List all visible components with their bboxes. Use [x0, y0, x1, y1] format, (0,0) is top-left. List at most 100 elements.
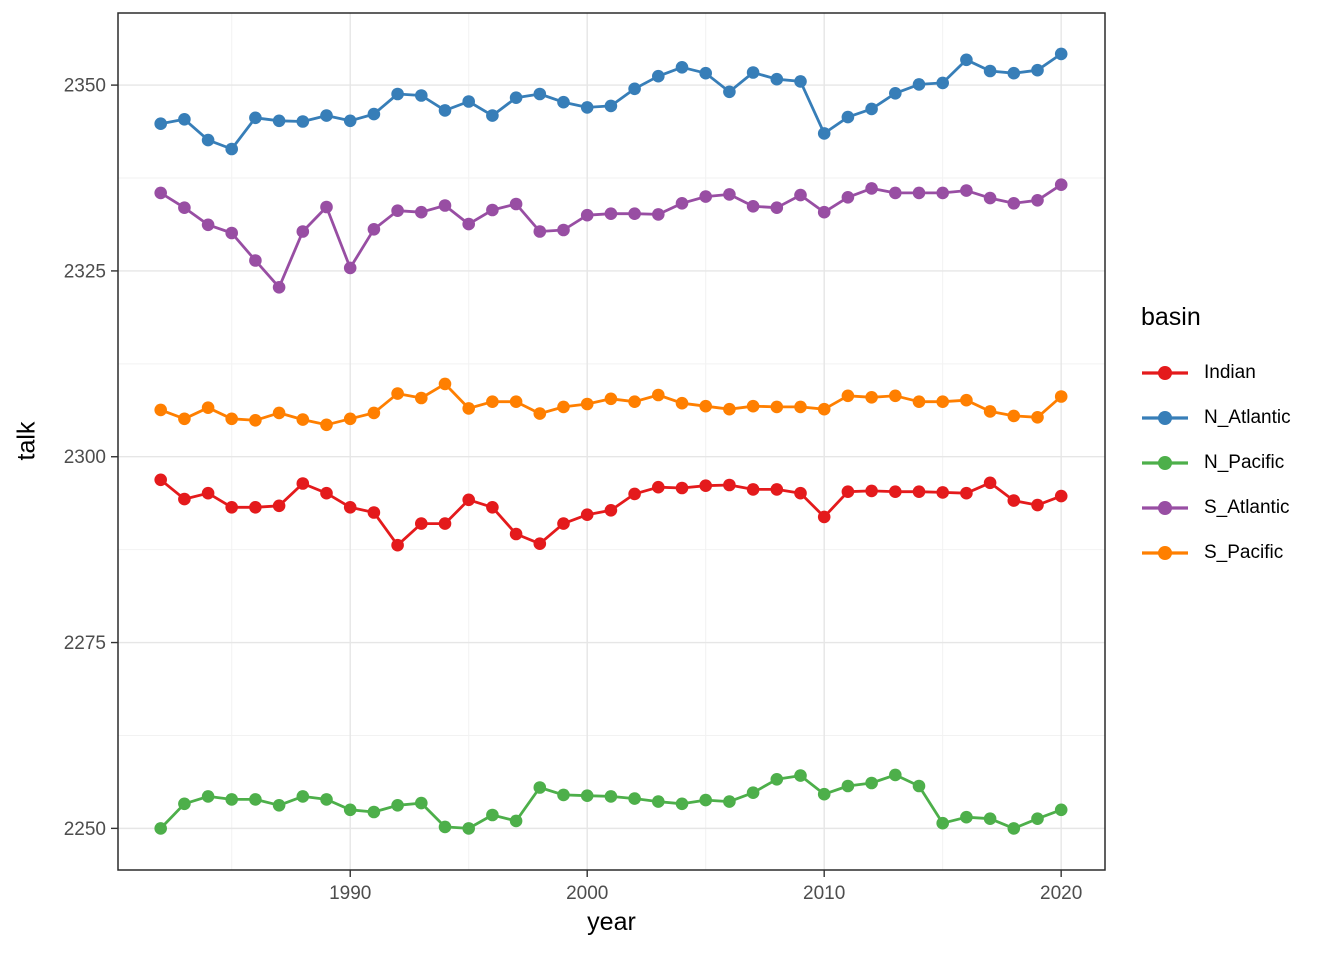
- data-point-S_Atlantic-2018: [1007, 197, 1021, 210]
- data-point-N_Pacific-2011: [841, 779, 855, 793]
- data-point-S_Atlantic-2016: [960, 184, 973, 197]
- data-point-S_Atlantic-1983: [178, 201, 191, 214]
- data-point-Indian-1982: [154, 473, 167, 487]
- data-point-Indian-1983: [178, 492, 191, 506]
- data-point-S_Atlantic-2019: [1031, 194, 1044, 207]
- data-point-S_Atlantic-2003: [652, 208, 665, 221]
- data-point-Indian-1998: [533, 537, 547, 550]
- data-point-N_Atlantic-2011: [841, 110, 855, 124]
- data-point-N_Pacific-2004: [675, 797, 689, 811]
- data-point-N_Atlantic-2005: [699, 66, 712, 80]
- data-point-S_Atlantic-1999: [557, 223, 570, 237]
- data-point-N_Pacific-2017: [983, 812, 997, 825]
- data-point-N_Atlantic-1984: [201, 133, 215, 147]
- data-point-S_Atlantic-1995: [462, 217, 476, 231]
- x-tick-label-2000: 2000: [566, 883, 608, 904]
- data-point-N_Pacific-1992: [391, 799, 404, 812]
- legend-key-icon-Indian: [1142, 365, 1188, 380]
- data-point-S_Pacific-2005: [699, 399, 712, 413]
- y-tick-label-2350: 2350: [64, 76, 106, 97]
- legend-item-S_Atlantic: S_Atlantic: [1141, 485, 1291, 530]
- data-point-N_Pacific-2013: [889, 768, 902, 782]
- legend-item-N_Atlantic: N_Atlantic: [1141, 395, 1291, 440]
- legend-item-N_Pacific: N_Pacific: [1141, 440, 1291, 485]
- data-point-S_Pacific-2014: [912, 395, 926, 409]
- data-point-S_Pacific-2000: [580, 397, 594, 411]
- data-point-N_Pacific-2002: [628, 792, 641, 805]
- legend-title: basin: [1141, 303, 1201, 331]
- data-point-S_Atlantic-1986: [249, 254, 262, 267]
- data-point-N_Atlantic-2015: [936, 76, 949, 90]
- panel-border: [117, 12, 1106, 871]
- data-point-S_Atlantic-2011: [841, 191, 855, 204]
- data-point-Indian-2015: [936, 486, 949, 499]
- data-point-Indian-1985: [225, 501, 238, 514]
- data-point-N_Pacific-1995: [462, 822, 476, 835]
- data-point-Indian-2019: [1031, 498, 1044, 512]
- data-point-N_Atlantic-1986: [249, 111, 262, 125]
- legend-item-Indian: Indian: [1141, 350, 1291, 395]
- data-point-S_Atlantic-1988: [296, 225, 310, 238]
- data-point-Indian-2002: [628, 487, 641, 501]
- data-point-N_Pacific-1994: [438, 820, 452, 834]
- data-point-S_Atlantic-1996: [486, 203, 499, 217]
- data-point-N_Atlantic-1982: [154, 117, 167, 130]
- data-point-N_Pacific-1991: [367, 805, 381, 819]
- data-point-S_Pacific-1989: [320, 418, 333, 432]
- legend-label: Indian: [1204, 361, 1256, 383]
- data-point-S_Atlantic-1997: [509, 197, 523, 211]
- data-point-S_Atlantic-1989: [320, 200, 333, 214]
- data-point-S_Atlantic-2013: [889, 186, 902, 200]
- data-point-N_Pacific-2014: [912, 779, 926, 793]
- data-point-S_Pacific-2018: [1007, 409, 1021, 423]
- data-point-Indian-2007: [746, 483, 760, 496]
- data-point-S_Atlantic-2004: [675, 197, 689, 210]
- data-point-N_Atlantic-2001: [604, 99, 618, 113]
- data-point-S_Pacific-2019: [1031, 411, 1044, 424]
- data-point-N_Atlantic-1991: [367, 107, 381, 121]
- data-point-S_Pacific-2003: [652, 388, 665, 402]
- data-point-Indian-2001: [604, 504, 618, 517]
- data-point-Indian-1984: [201, 486, 215, 500]
- data-point-S_Atlantic-1998: [533, 225, 547, 238]
- data-point-S_Pacific-2011: [841, 389, 855, 403]
- data-point-Indian-1999: [557, 517, 570, 530]
- legend-label: N_Pacific: [1204, 451, 1285, 473]
- data-point-N_Pacific-1999: [557, 788, 570, 802]
- data-point-Indian-2009: [794, 486, 807, 500]
- data-point-N_Atlantic-1996: [486, 109, 499, 122]
- data-point-N_Atlantic-1983: [178, 113, 191, 126]
- legend-label: S_Atlantic: [1204, 496, 1290, 518]
- data-point-Indian-1996: [486, 501, 499, 514]
- data-point-S_Atlantic-1984: [201, 218, 215, 232]
- data-point-S_Atlantic-2020: [1054, 178, 1068, 191]
- data-point-S_Pacific-2017: [983, 405, 997, 418]
- legend-key-icon-S_Atlantic: [1142, 500, 1188, 515]
- data-point-N_Pacific-1987: [272, 799, 286, 812]
- data-point-Indian-2016: [960, 486, 973, 500]
- data-point-S_Pacific-1997: [509, 395, 523, 409]
- data-point-Indian-2000: [580, 508, 594, 521]
- data-point-N_Pacific-2012: [865, 776, 878, 790]
- data-point-N_Pacific-1988: [296, 790, 310, 803]
- data-point-S_Pacific-2015: [936, 395, 949, 409]
- data-point-S_Pacific-1985: [225, 412, 238, 426]
- data-point-N_Pacific-2003: [652, 795, 665, 808]
- data-point-N_Atlantic-2020: [1054, 47, 1068, 61]
- data-point-N_Atlantic-1985: [225, 142, 238, 156]
- data-point-Indian-1989: [320, 486, 333, 500]
- x-tick-label-2010: 2010: [803, 883, 845, 904]
- data-point-N_Pacific-2009: [794, 769, 807, 782]
- data-point-S_Atlantic-1985: [225, 226, 238, 240]
- data-point-Indian-2006: [723, 478, 736, 492]
- data-point-Indian-2018: [1007, 494, 1021, 507]
- data-point-N_Atlantic-1998: [533, 87, 547, 101]
- data-point-Indian-2003: [652, 480, 665, 494]
- data-point-S_Pacific-2008: [770, 400, 784, 414]
- y-tick-label-2300: 2300: [64, 447, 106, 468]
- y-tick-label-2250: 2250: [64, 819, 106, 840]
- data-point-Indian-1986: [249, 501, 262, 514]
- data-point-S_Pacific-1999: [557, 400, 570, 414]
- data-point-S_Atlantic-2006: [723, 188, 736, 201]
- data-point-Indian-2013: [889, 485, 902, 499]
